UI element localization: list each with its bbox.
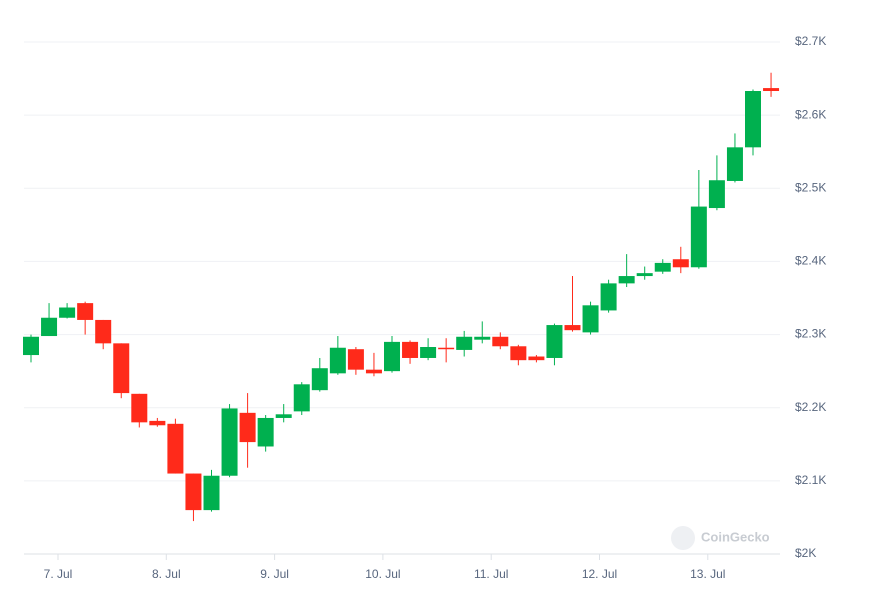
- candle-body: [257, 417, 274, 447]
- candle-body: [763, 88, 780, 92]
- watermark: CoinGecko: [671, 526, 770, 550]
- candle-body: [185, 473, 202, 511]
- x-tick-label: 11. Jul: [474, 567, 508, 581]
- candle-body: [402, 341, 419, 358]
- candle-body: [293, 384, 310, 412]
- candle-body: [420, 347, 437, 358]
- candle-body: [113, 343, 130, 394]
- watermark-logo: [671, 526, 695, 550]
- y-tick-label: $2.5K: [795, 180, 826, 194]
- candle-body: [528, 356, 545, 361]
- candle-body: [95, 319, 112, 344]
- y-tick-label: $2K: [795, 546, 816, 560]
- candle-body: [546, 325, 563, 358]
- x-tick-label: 10. Jul: [365, 567, 400, 581]
- y-tick-label: $2.7K: [795, 34, 826, 48]
- candle-body: [456, 336, 473, 350]
- candle-body: [77, 303, 94, 320]
- x-tick-label: 12. Jul: [582, 567, 617, 581]
- candle-body: [492, 336, 509, 347]
- x-tick-label: 13. Jul: [690, 567, 725, 581]
- candle-body: [23, 336, 39, 356]
- candle-body: [474, 336, 491, 340]
- y-tick-label: $2.6K: [795, 107, 826, 121]
- candle-body: [131, 393, 148, 423]
- candle-body: [149, 420, 166, 426]
- candle-body: [600, 283, 617, 311]
- candle-body: [438, 347, 455, 350]
- candle-body: [59, 307, 76, 318]
- x-tick-label: 8. Jul: [152, 567, 181, 581]
- candle-body: [41, 317, 58, 337]
- candle-body: [564, 325, 581, 331]
- candle-body: [690, 206, 707, 268]
- y-tick-label: $2.4K: [795, 254, 826, 268]
- candle-body: [618, 276, 635, 284]
- y-tick-label: $2.1K: [795, 473, 826, 487]
- candle-body: [654, 262, 671, 272]
- candle-body: [384, 341, 400, 372]
- candle-body: [275, 414, 292, 418]
- candle-body: [510, 346, 527, 361]
- x-tick-label: 7. Jul: [44, 567, 73, 581]
- x-tick-label: 9. Jul: [260, 567, 289, 581]
- candle-body: [167, 423, 184, 474]
- candle-body: [239, 412, 256, 443]
- candle-body: [311, 368, 328, 391]
- watermark-text: CoinGecko: [701, 529, 770, 544]
- candle-body: [221, 408, 238, 476]
- y-tick-label: $2.3K: [795, 327, 826, 341]
- candle-body: [582, 305, 599, 333]
- candle-body: [726, 147, 743, 181]
- y-tick-label: $2.2K: [795, 400, 826, 414]
- candle-body: [329, 347, 346, 374]
- candle-body: [203, 475, 220, 511]
- candle-body: [636, 273, 653, 277]
- candle-body: [365, 369, 382, 374]
- candle-body: [672, 259, 689, 268]
- candle-body: [347, 349, 364, 370]
- candle-body: [745, 91, 761, 148]
- candle-body: [708, 180, 725, 209]
